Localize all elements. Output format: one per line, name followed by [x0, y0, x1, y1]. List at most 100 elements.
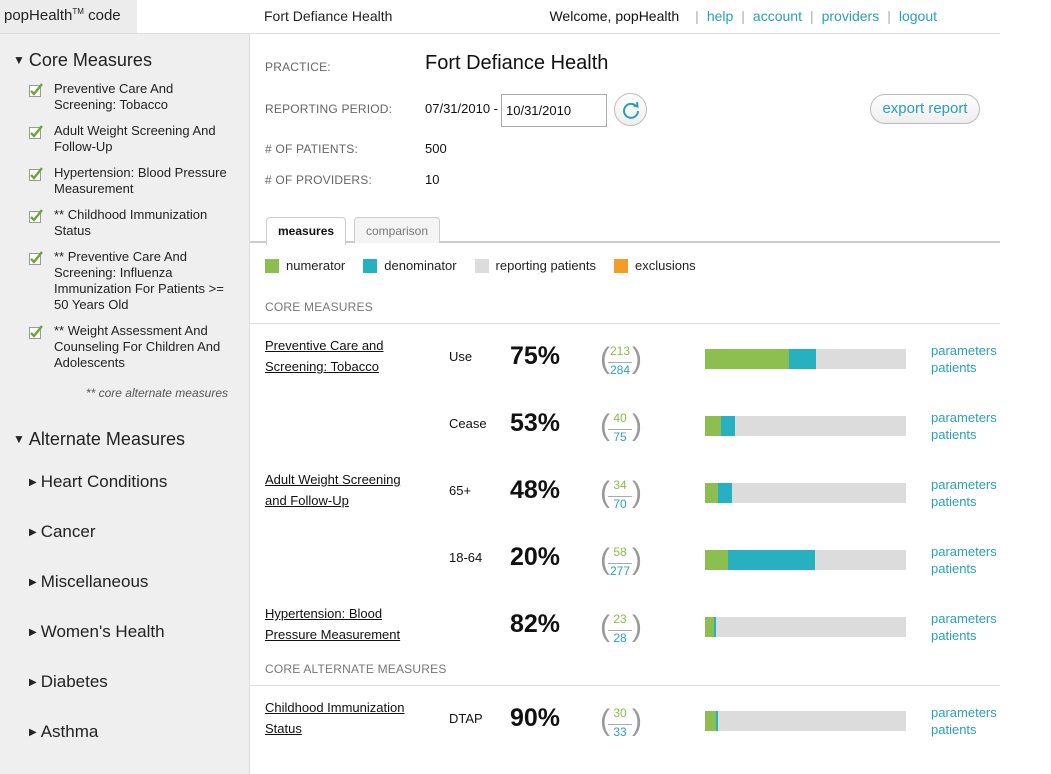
checkbox-checked-icon[interactable]: [28, 82, 44, 98]
providers-label: # OF PROVIDERS:: [265, 173, 373, 187]
sidebar-category-heart[interactable]: ▶ Heart Conditions: [29, 472, 168, 491]
user-nav: Welcome, popHealth | help | account | pr…: [549, 8, 937, 24]
numerator-count: 34: [613, 478, 627, 492]
sidebar-measure-influenza[interactable]: ** Preventive Care And Screening: Influe…: [28, 249, 228, 313]
tab-comparison[interactable]: comparison: [354, 217, 441, 243]
checkbox-checked-icon[interactable]: [28, 208, 44, 224]
parameters-link[interactable]: parameters: [931, 343, 997, 358]
measure-percentage: 90%: [510, 704, 561, 732]
period-end-input[interactable]: [501, 94, 607, 127]
numerator-count: 30: [613, 706, 627, 720]
tab-measures[interactable]: measures: [266, 217, 347, 245]
app-logo[interactable]: popHealthTM code: [0, 0, 137, 33]
sidebar-measure-immunization[interactable]: ** Childhood Immunization Status: [28, 207, 228, 239]
sidebar-category-diabetes[interactable]: ▶ Diabetes: [29, 672, 108, 691]
parameters-link[interactable]: parameters: [931, 544, 997, 559]
providers-link[interactable]: providers: [821, 8, 880, 24]
alternate-measures-note: ** core alternate measures: [85, 386, 228, 400]
alternate-measures-header[interactable]: ▼ Alternate Measures: [13, 429, 185, 449]
measure-fraction: ( 34 70 ): [600, 476, 642, 512]
patients-label: # OF PATIENTS:: [265, 142, 359, 156]
checkbox-checked-icon[interactable]: [28, 324, 44, 340]
checkbox-checked-icon[interactable]: [28, 250, 44, 266]
measure-links: parameters patients: [931, 543, 997, 577]
denominator-segment: [714, 617, 716, 637]
sidebar-category-womens-health[interactable]: ▶ Women's Health: [29, 622, 165, 641]
parameters-link[interactable]: parameters: [931, 611, 997, 626]
measure-fraction: ( 40 75 ): [600, 409, 642, 445]
collapse-triangle-icon: ▼: [13, 53, 25, 67]
sidebar-measure-weight-children[interactable]: ** Weight Assessment And Counseling For …: [28, 323, 228, 371]
legend-exclusions: exclusions: [613, 258, 696, 273]
denominator-count: 284: [608, 362, 632, 377]
checkbox-checked-icon[interactable]: [28, 166, 44, 182]
parameters-link[interactable]: parameters: [931, 477, 997, 492]
measure-progress-bar: [705, 349, 906, 369]
numerator-count: 58: [613, 545, 627, 559]
measure-subgroup: DTAP: [449, 711, 483, 726]
denominator-segment: [718, 483, 732, 503]
measure-name-link[interactable]: Preventive Care and Screening: Tobacco: [265, 338, 384, 374]
help-link[interactable]: help: [706, 8, 734, 24]
measure-subgroup: Cease: [449, 416, 487, 431]
sidebar-category-misc[interactable]: ▶ Miscellaneous: [29, 572, 149, 591]
practice-label: PRACTICE:: [265, 60, 331, 74]
patients-link[interactable]: patients: [931, 561, 977, 576]
measure-links: parameters patients: [931, 476, 997, 510]
section-core-measures: CORE MEASURES: [265, 300, 373, 314]
numerator-count: 213: [609, 344, 631, 358]
numerator-segment: [705, 483, 718, 503]
sidebar-measure-weight[interactable]: Adult Weight Screening And Follow-Up: [28, 123, 228, 155]
measure-percentage: 75%: [510, 342, 561, 370]
core-measures-header[interactable]: ▼ Core Measures: [13, 50, 152, 70]
parameters-link[interactable]: parameters: [931, 705, 997, 720]
sidebar-measure-hypertension[interactable]: Hypertension: Blood Pressure Measurement: [28, 165, 228, 197]
measure-name-link[interactable]: Adult Weight Screening and Follow-Up: [265, 472, 401, 508]
checkbox-checked-icon[interactable]: [28, 124, 44, 140]
denominator-segment: [721, 416, 735, 436]
numerator-swatch: [265, 258, 279, 273]
sidebar: ▼ Core Measures Preventive Care And Scree…: [0, 34, 250, 774]
patients-link[interactable]: patients: [931, 494, 977, 509]
measure-fraction: ( 58 277 ): [600, 543, 642, 579]
denominator-segment: [789, 349, 816, 369]
sidebar-category-asthma[interactable]: ▶ Asthma: [29, 722, 99, 741]
period-start: 07/31/2010 -: [425, 101, 499, 116]
measure-name-link[interactable]: Hypertension: Blood Pressure Measurement: [265, 606, 401, 642]
providers-value: 10: [425, 172, 440, 187]
expand-triangle-icon: ▶: [29, 477, 37, 488]
sidebar-category-cancer[interactable]: ▶ Cancer: [29, 522, 96, 541]
logout-link[interactable]: logout: [898, 8, 937, 24]
patients-link[interactable]: patients: [931, 628, 977, 643]
exclusions-swatch: [613, 258, 628, 273]
parameters-link[interactable]: parameters: [931, 410, 997, 425]
refresh-button[interactable]: [614, 93, 647, 126]
numerator-segment: [705, 617, 714, 637]
numerator-segment: [705, 711, 716, 731]
measure-subgroup: 65+: [449, 483, 472, 498]
legend: numerator denominator reporting patients…: [265, 258, 696, 273]
measure-fraction: ( 213 284 ): [600, 342, 642, 378]
measure-progress-bar: [705, 550, 906, 570]
legend-denominator: denominator: [363, 258, 457, 273]
top-bar: popHealthTM code Fort Defiance Health We…: [0, 0, 1000, 34]
measure-links: parameters patients: [931, 342, 997, 376]
measure-name-link[interactable]: Childhood Immunization Status: [265, 700, 405, 736]
export-report-button[interactable]: export report: [870, 94, 980, 124]
sidebar-measure-tobacco[interactable]: Preventive Care And Screening: Tobacco: [28, 81, 228, 113]
measure-subgroup: 18-64: [449, 550, 483, 565]
patients-value: 500: [425, 141, 447, 156]
measure-percentage: 48%: [510, 476, 561, 504]
tab-bar: measures comparison: [250, 215, 1000, 245]
account-link[interactable]: account: [752, 8, 802, 24]
welcome-text: Welcome, popHealth: [549, 8, 680, 24]
denominator-count: 33: [608, 724, 632, 739]
numerator-segment: [705, 550, 728, 570]
collapse-triangle-icon: ▼: [13, 432, 25, 446]
patients-link[interactable]: patients: [931, 360, 977, 375]
patients-link[interactable]: patients: [931, 427, 977, 442]
reporting-period-label: REPORTING PERIOD:: [265, 102, 393, 116]
patients-link[interactable]: patients: [931, 722, 977, 737]
measure-percentage: 53%: [510, 409, 561, 437]
measure-fraction: ( 30 33 ): [600, 704, 642, 740]
